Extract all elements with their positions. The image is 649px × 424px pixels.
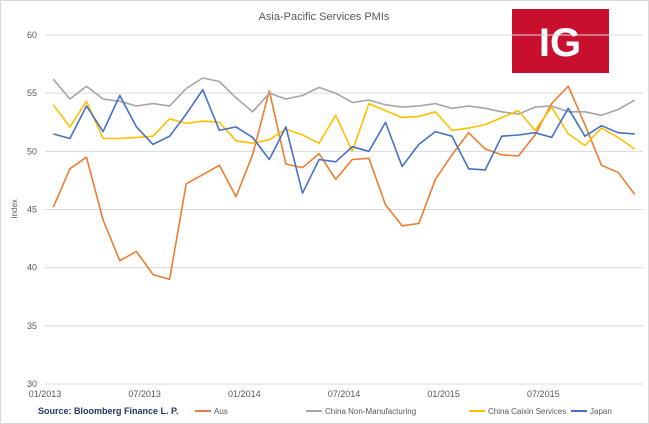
ig-logo-background (512, 9, 609, 73)
chart-title: Asia-Pacific Services PMIs (259, 11, 390, 23)
y-tick-label: 60 (27, 30, 37, 40)
legend-label: Japan (590, 407, 612, 416)
series-line-3 (53, 88, 635, 194)
x-tick-label: 01/2015 (427, 389, 460, 399)
y-tick-label: 45 (27, 205, 37, 215)
y-tick-label: 30 (27, 379, 37, 389)
x-tick-label: 07/2014 (328, 389, 361, 399)
y-axis-ticks: 30 35 40 45 50 55 60 (27, 30, 37, 389)
series-lines (52, 77, 636, 281)
y-tick-label: 55 (27, 88, 37, 98)
y-tick-label: 40 (27, 263, 37, 273)
x-tick-label: 01/2014 (228, 389, 261, 399)
x-tick-label: 07/2015 (527, 389, 560, 399)
legend-label: Aus (214, 407, 228, 416)
y-tick-label: 35 (27, 321, 37, 331)
x-tick-label: 07/2013 (128, 389, 161, 399)
y-tick-label: 50 (27, 146, 37, 156)
series-line-1 (52, 77, 636, 117)
y-axis-label: Index (10, 199, 19, 219)
gridlines (45, 34, 643, 385)
legend-label: China Caixin Services (488, 407, 566, 416)
x-axis-ticks: 01/2013 07/2013 01/2014 07/2014 01/2015 07/20… (29, 389, 560, 399)
ig-logo-text: IG (539, 21, 581, 65)
x-tick-label: 01/2013 (29, 389, 62, 399)
series-line-2 (52, 100, 636, 153)
series-line-0 (52, 85, 636, 281)
source-note: Source: Bloomberg Finance L. P. (38, 406, 178, 416)
legend-label: China Non-Manufacturing (325, 407, 416, 416)
ig-logo: IG (512, 9, 609, 73)
legend: Aus China Non-Manufacturing China Caixin S… (195, 407, 612, 416)
